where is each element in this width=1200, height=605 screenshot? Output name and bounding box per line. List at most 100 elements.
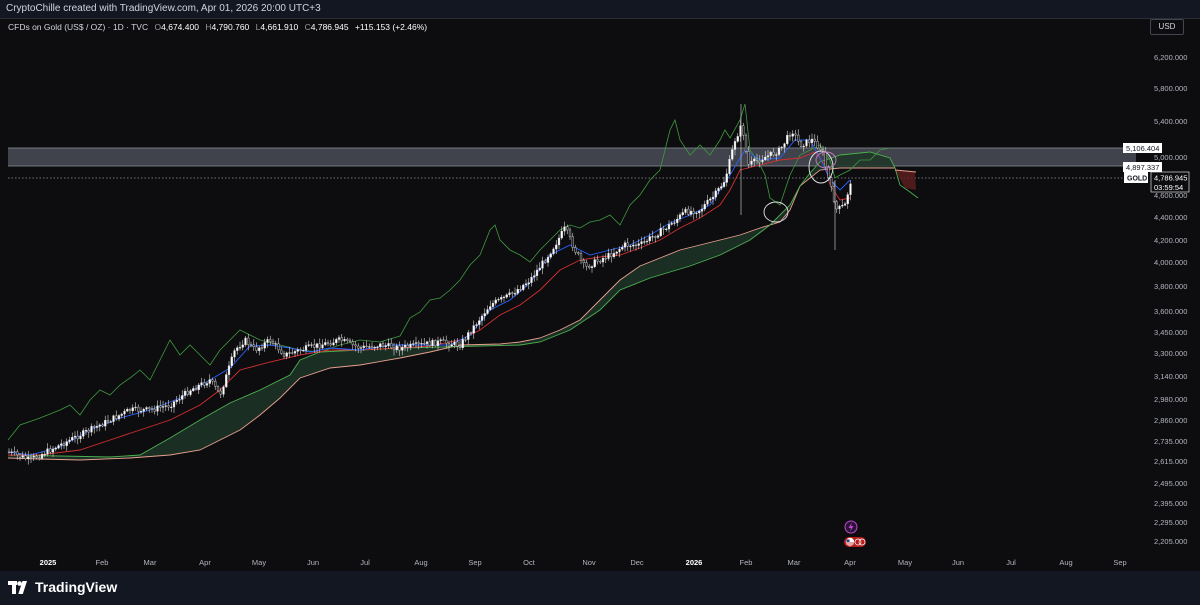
- candle: [593, 259, 596, 267]
- price-tick: 5,000.000: [1154, 153, 1187, 162]
- close-label: C: [304, 22, 311, 32]
- candle: [722, 182, 726, 187]
- candle: [535, 269, 539, 277]
- us-flag-icon[interactable]: [844, 537, 866, 547]
- candle: [71, 437, 74, 441]
- candle: [137, 406, 140, 412]
- candle: [753, 158, 756, 162]
- candle: [530, 276, 533, 283]
- candle: [29, 456, 33, 458]
- candle: [230, 356, 233, 366]
- candle: [431, 340, 434, 346]
- price-tick: 5,400.000: [1154, 117, 1187, 126]
- candle: [835, 201, 838, 210]
- lightning-icon[interactable]: [844, 520, 858, 534]
- candle: [519, 289, 522, 291]
- candle: [747, 151, 750, 165]
- candle: [398, 345, 401, 351]
- candle: [247, 337, 250, 345]
- time-tick: Feb: [96, 558, 109, 567]
- candle: [555, 244, 558, 250]
- price-tick: 4,000.000: [1154, 258, 1187, 267]
- candle: [46, 448, 49, 455]
- price-tick: 3,450.000: [1154, 328, 1187, 337]
- candle: [478, 320, 481, 325]
- candle: [175, 400, 178, 402]
- time-tick: Apr: [199, 558, 211, 567]
- tradingview-logo[interactable]: TradingView: [8, 577, 117, 597]
- svg-text:GOLD: GOLD: [1127, 176, 1147, 183]
- chart-area[interactable]: [0, 18, 1200, 572]
- price-axis[interactable]: 6,200.000 5,800.000 5,400.000 5,000.000 4,60…: [1154, 53, 1187, 546]
- candle: [632, 244, 635, 247]
- candle: [200, 382, 203, 386]
- chart-credit: CryptoChille created with TradingView.co…: [6, 3, 321, 14]
- candle: [145, 407, 148, 410]
- symbol-name[interactable]: CFDs on Gold (US$ / OZ) · 1D · TVC: [8, 22, 149, 32]
- candle: [269, 339, 272, 342]
- candle: [293, 351, 297, 354]
- candle: [10, 451, 13, 453]
- candle: [706, 199, 709, 205]
- candle: [791, 133, 794, 137]
- senkou-span-a: [7, 151, 896, 458]
- candle: [82, 430, 85, 437]
- candle: [610, 253, 613, 258]
- candle: [458, 345, 462, 349]
- bottom-bar: [0, 571, 1200, 605]
- candle: [258, 347, 261, 352]
- candle: [810, 138, 814, 144]
- candle: [662, 228, 665, 230]
- candle: [703, 204, 706, 210]
- candle: [172, 401, 176, 408]
- candle: [813, 138, 816, 142]
- price-tick: 4,200.000: [1154, 236, 1187, 245]
- candle: [337, 337, 341, 340]
- candle: [98, 424, 101, 427]
- candle: [544, 260, 547, 263]
- candle: [106, 420, 110, 423]
- candle: [192, 388, 195, 391]
- candle: [244, 337, 247, 346]
- candle: [120, 413, 123, 416]
- candle: [681, 212, 684, 215]
- candle: [302, 350, 305, 352]
- candle: [692, 210, 695, 215]
- candle: [38, 457, 41, 459]
- candle: [527, 282, 530, 285]
- candle: [79, 436, 82, 440]
- candle: [266, 339, 269, 343]
- candle: [68, 439, 71, 442]
- candle: [142, 409, 145, 412]
- currency-button[interactable]: USD: [1150, 19, 1184, 35]
- candle: [370, 346, 374, 349]
- time-tick: Jul: [1006, 558, 1016, 567]
- price-tick: 6,200.000: [1154, 53, 1187, 62]
- candle: [84, 430, 88, 432]
- candle: [296, 349, 299, 352]
- candle: [687, 208, 690, 215]
- candle: [780, 146, 783, 149]
- candle: [326, 342, 330, 344]
- candle: [695, 212, 698, 215]
- candle: [645, 240, 649, 243]
- candle: [109, 421, 112, 423]
- top-bar: CryptoChille created with TradingView.co…: [0, 0, 1200, 18]
- candle: [263, 342, 266, 349]
- candle: [700, 208, 704, 212]
- candle: [766, 155, 770, 158]
- candle: [689, 210, 693, 215]
- price-tick: 3,800.000: [1154, 282, 1187, 291]
- time-axis[interactable]: 2025 Feb Mar Apr May Jun Jul Aug Sep Oct Nov Dec 202…: [40, 558, 1127, 567]
- candle: [395, 345, 398, 351]
- time-tick: Mar: [144, 558, 157, 567]
- candle: [568, 229, 572, 238]
- candle: [211, 379, 214, 382]
- annotation-circle-left: [763, 201, 789, 223]
- candle: [387, 343, 390, 347]
- candle: [533, 275, 536, 278]
- candle: [16, 451, 19, 455]
- candle: [139, 411, 143, 413]
- candle: [164, 405, 167, 407]
- candle: [299, 349, 302, 351]
